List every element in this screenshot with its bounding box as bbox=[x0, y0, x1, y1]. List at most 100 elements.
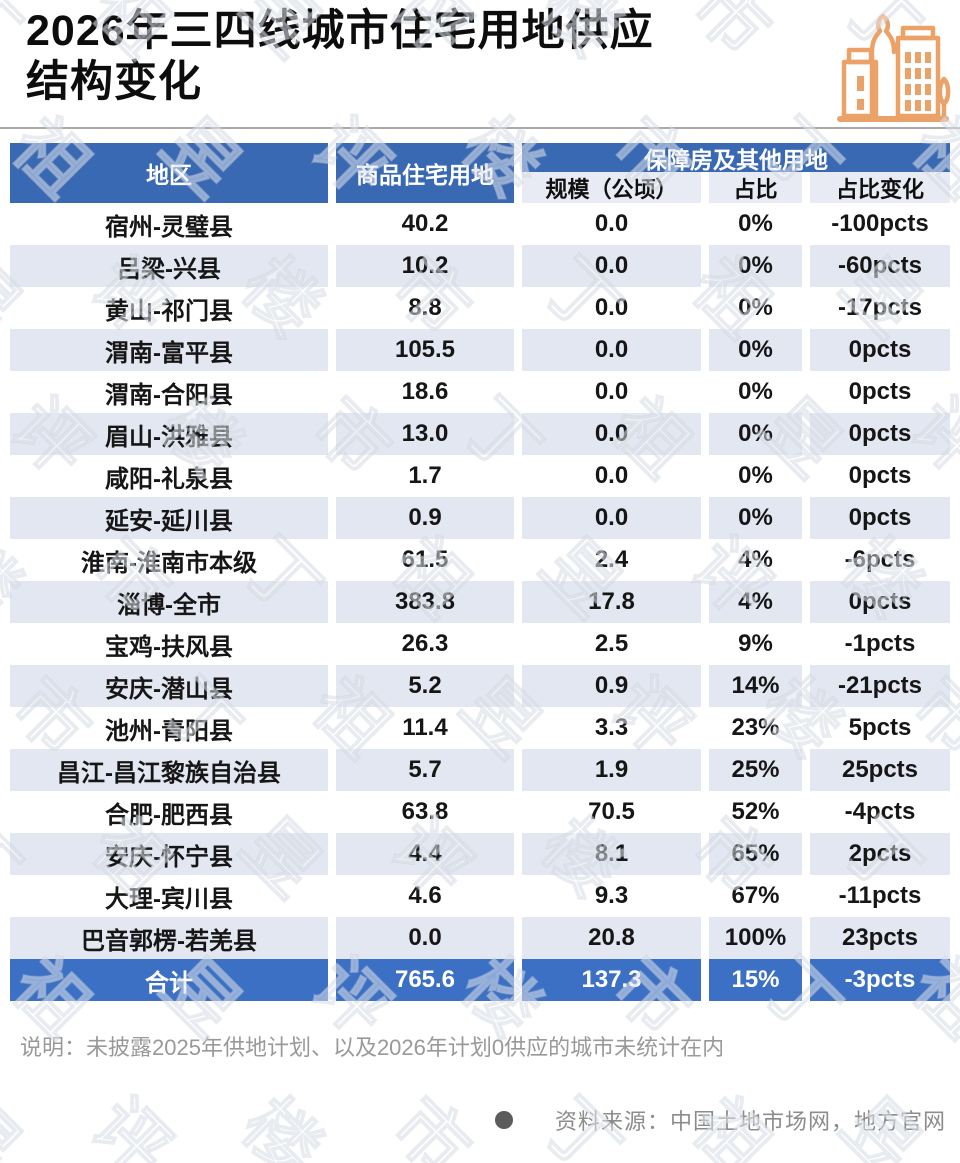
cell-share: 0% bbox=[709, 203, 802, 245]
cell-scale: 2.5 bbox=[522, 623, 701, 665]
title-divider bbox=[0, 127, 960, 129]
table-row: 安庆-潜山县 5.2 0.9 14% -21pcts bbox=[10, 665, 950, 707]
cell-share: 0% bbox=[709, 329, 802, 371]
cell-scale: 0.0 bbox=[522, 245, 701, 287]
table-row: 淮南-淮南市本级 61.5 2.4 4% -6pcts bbox=[10, 539, 950, 581]
table-row: 昌江-昌江黎族自治县 5.7 1.9 25% 25pcts bbox=[10, 749, 950, 791]
cell-share: 25% bbox=[709, 749, 802, 791]
cell-region: 池州-青阳县 bbox=[10, 707, 328, 749]
cell-share-change: 5pcts bbox=[810, 707, 950, 749]
total-share-change: -3pcts bbox=[810, 959, 950, 1001]
cell-scale: 70.5 bbox=[522, 791, 701, 833]
col-header-share-change: 占比变化 bbox=[810, 172, 950, 203]
cell-share: 65% bbox=[709, 833, 802, 875]
cell-region: 合肥-肥西县 bbox=[10, 791, 328, 833]
cell-region: 安庆-怀宁县 bbox=[10, 833, 328, 875]
cell-commercial: 63.8 bbox=[336, 791, 514, 833]
cell-region: 渭南-富平县 bbox=[10, 329, 328, 371]
source-text: 资料来源：中国土地市场网，地方官网 bbox=[554, 1109, 946, 1134]
cell-scale: 9.3 bbox=[522, 875, 701, 917]
cell-scale: 0.0 bbox=[522, 413, 701, 455]
total-scale: 137.3 bbox=[522, 959, 701, 1001]
cell-share: 4% bbox=[709, 581, 802, 623]
cell-region: 安庆-潜山县 bbox=[10, 665, 328, 707]
cell-commercial: 13.0 bbox=[336, 413, 514, 455]
buildings-icon bbox=[834, 4, 952, 131]
cell-share-change: -60pcts bbox=[810, 245, 950, 287]
footnote: 说明：未披露2025年供地计划、以及2026年计划0供应的城市未统计在内 bbox=[20, 1035, 725, 1060]
cell-share: 0% bbox=[709, 455, 802, 497]
table-row: 渭南-富平县 105.5 0.0 0% 0pcts bbox=[10, 329, 950, 371]
cell-share-change: 0pcts bbox=[810, 581, 950, 623]
table-row: 延安-延川县 0.9 0.0 0% 0pcts bbox=[10, 497, 950, 539]
table-row: 咸阳-礼泉县 1.7 0.0 0% 0pcts bbox=[10, 455, 950, 497]
table-row: 巴音郭楞-若羌县 0.0 20.8 100% 23pcts bbox=[10, 917, 950, 959]
table-header: 地区 商品住宅用地 保障房及其他用地 规模（公顷） 占比 占比变化 bbox=[10, 143, 950, 203]
cell-share-change: 0pcts bbox=[810, 455, 950, 497]
cell-scale: 0.9 bbox=[522, 665, 701, 707]
cell-scale: 0.0 bbox=[522, 203, 701, 245]
total-commercial: 765.6 bbox=[336, 959, 514, 1001]
col-header-region: 地区 bbox=[10, 143, 328, 203]
cell-scale: 0.0 bbox=[522, 497, 701, 539]
cell-share: 9% bbox=[709, 623, 802, 665]
cell-share-change: 0pcts bbox=[810, 497, 950, 539]
cell-share-change: -11pcts bbox=[810, 875, 950, 917]
cell-commercial: 18.6 bbox=[336, 371, 514, 413]
cell-share: 52% bbox=[709, 791, 802, 833]
cell-scale: 20.8 bbox=[522, 917, 701, 959]
cell-commercial: 4.4 bbox=[336, 833, 514, 875]
page-title-line1: 2026年三四线城市住宅用地供应 bbox=[26, 7, 654, 55]
cell-region: 宿州-灵璧县 bbox=[10, 203, 328, 245]
cell-commercial: 5.7 bbox=[336, 749, 514, 791]
cell-scale: 0.0 bbox=[522, 455, 701, 497]
cell-region: 渭南-合阳县 bbox=[10, 371, 328, 413]
cell-commercial: 1.7 bbox=[336, 455, 514, 497]
cell-region: 吕梁-兴县 bbox=[10, 245, 328, 287]
cell-share-change: -6pcts bbox=[810, 539, 950, 581]
cell-region: 巴音郭楞-若羌县 bbox=[10, 917, 328, 959]
cell-commercial: 0.9 bbox=[336, 497, 514, 539]
cell-share-change: -1pcts bbox=[810, 623, 950, 665]
source-line: 资料来源：中国土地市场网，地方官网 bbox=[494, 1104, 946, 1136]
table-row: 宝鸡-扶风县 26.3 2.5 9% -1pcts bbox=[10, 623, 950, 665]
total-region: 合计 bbox=[10, 959, 328, 1001]
cell-share-change: -21pcts bbox=[810, 665, 950, 707]
total-share: 15% bbox=[709, 959, 802, 1001]
table-row: 宿州-灵璧县 40.2 0.0 0% -100pcts bbox=[10, 203, 950, 245]
table-total-row: 合计 765.6 137.3 15% -3pcts bbox=[10, 959, 950, 1001]
cell-commercial: 40.2 bbox=[336, 203, 514, 245]
table-row: 池州-青阳县 11.4 3.3 23% 5pcts bbox=[10, 707, 950, 749]
table-row: 安庆-怀宁县 4.4 8.1 65% 2pcts bbox=[10, 833, 950, 875]
cell-share-change: -4pcts bbox=[810, 791, 950, 833]
cell-share-change: 25pcts bbox=[810, 749, 950, 791]
table-row: 吕梁-兴县 10.2 0.0 0% -60pcts bbox=[10, 245, 950, 287]
col-header-group: 保障房及其他用地 bbox=[522, 143, 950, 173]
col-header-scale: 规模（公顷） bbox=[522, 172, 701, 203]
col-header-commercial: 商品住宅用地 bbox=[336, 143, 514, 203]
cell-scale: 0.0 bbox=[522, 329, 701, 371]
cell-commercial: 61.5 bbox=[336, 539, 514, 581]
cell-share: 23% bbox=[709, 707, 802, 749]
cell-share: 0% bbox=[709, 245, 802, 287]
data-table: 地区 商品住宅用地 保障房及其他用地 规模（公顷） 占比 占比变化 宿州-灵璧县… bbox=[10, 143, 950, 1001]
cell-scale: 8.1 bbox=[522, 833, 701, 875]
table-row: 合肥-肥西县 63.8 70.5 52% -4pcts bbox=[10, 791, 950, 833]
cell-scale: 0.0 bbox=[522, 371, 701, 413]
cell-region: 黄山-祁门县 bbox=[10, 287, 328, 329]
cell-share-change: 0pcts bbox=[810, 371, 950, 413]
cell-share: 14% bbox=[709, 665, 802, 707]
cell-share: 0% bbox=[709, 497, 802, 539]
cell-scale: 1.9 bbox=[522, 749, 701, 791]
cell-commercial: 383.8 bbox=[336, 581, 514, 623]
cell-commercial: 4.6 bbox=[336, 875, 514, 917]
cell-share-change: 23pcts bbox=[810, 917, 950, 959]
page-title-line2: 结构变化 bbox=[26, 58, 202, 106]
cell-share-change: 2pcts bbox=[810, 833, 950, 875]
cell-commercial: 11.4 bbox=[336, 707, 514, 749]
cell-region: 眉山-洪雅县 bbox=[10, 413, 328, 455]
cell-commercial: 0.0 bbox=[336, 917, 514, 959]
table-row: 大理-宾川县 4.6 9.3 67% -11pcts bbox=[10, 875, 950, 917]
cell-scale: 17.8 bbox=[522, 581, 701, 623]
